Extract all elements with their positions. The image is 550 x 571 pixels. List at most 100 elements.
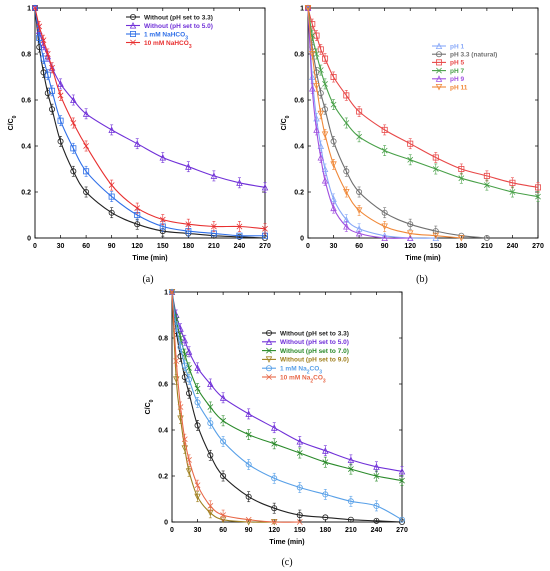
- data-point: [194, 482, 201, 489]
- data-point: [245, 493, 252, 500]
- data-point: [245, 410, 252, 417]
- data-point: [322, 81, 328, 87]
- x-tick-label: 90: [245, 527, 253, 534]
- legend-label: pH 3.3 (natural): [450, 52, 497, 59]
- data-point: [458, 175, 465, 182]
- x-tick-label: 270: [532, 243, 544, 250]
- x-tick-label: 210: [208, 243, 220, 250]
- panel-caption: (a): [142, 274, 153, 285]
- x-tick-label: 60: [82, 243, 90, 250]
- data-point: [83, 168, 90, 175]
- data-point: [49, 106, 56, 113]
- data-point: [207, 452, 214, 459]
- x-tick-label: 0: [33, 243, 37, 250]
- data-point: [432, 232, 440, 240]
- data-point: [108, 182, 115, 188]
- x-tick-label: 60: [219, 527, 227, 534]
- data-point: [381, 234, 388, 242]
- x-tick-label: 30: [330, 243, 338, 250]
- data-point: [169, 289, 175, 295]
- y-tick-label: 0.6: [158, 382, 168, 389]
- data-point: [207, 503, 214, 509]
- y-tick-label: 0.4: [21, 144, 31, 151]
- data-point: [271, 475, 278, 482]
- data-point: [44, 71, 51, 78]
- data-point: [296, 519, 303, 525]
- x-tick-label: 150: [157, 243, 169, 250]
- data-point: [108, 193, 115, 200]
- data-point: [483, 172, 490, 179]
- data-point: [40, 55, 47, 62]
- data-point: [49, 87, 56, 94]
- data-point: [133, 140, 141, 147]
- data-point: [108, 209, 115, 216]
- legend-marker: [436, 67, 442, 74]
- data-point: [271, 440, 278, 447]
- y-tick-label: 0.8: [158, 336, 168, 343]
- data-point: [32, 5, 38, 11]
- y-tick-label: 0.6: [21, 98, 31, 105]
- x-axis-label: Time (min): [269, 539, 304, 546]
- legend-marker: [266, 374, 272, 380]
- data-point: [304, 5, 312, 12]
- x-tick-label: 30: [57, 243, 65, 250]
- y-axis-label: C/C0: [8, 115, 18, 130]
- x-tick-label: 120: [404, 243, 416, 250]
- data-point: [261, 183, 269, 191]
- data-point: [177, 325, 184, 332]
- data-point: [245, 461, 252, 468]
- data-point: [347, 498, 354, 505]
- data-point: [236, 223, 243, 230]
- legend-marker: [265, 329, 272, 336]
- x-tick-label: 180: [319, 527, 331, 534]
- data-point: [185, 221, 192, 228]
- legend-label: pH 7: [450, 68, 464, 75]
- panel-caption: (c): [281, 557, 292, 568]
- data-point: [194, 422, 201, 429]
- data-point: [32, 5, 39, 11]
- y-tick-label: 1: [27, 6, 31, 13]
- data-point: [458, 234, 465, 242]
- data-point: [70, 145, 77, 152]
- series-6: [304, 5, 465, 242]
- plot-frame: [307, 7, 539, 239]
- y-tick-label: 0.2: [21, 190, 31, 197]
- legend-label: pH 1: [450, 43, 464, 50]
- data-point: [373, 463, 380, 470]
- data-point: [322, 447, 329, 454]
- data-point: [313, 83, 320, 90]
- data-point: [535, 184, 542, 191]
- data-point: [406, 230, 414, 237]
- data-point: [399, 477, 405, 484]
- x-tick-label: 0: [306, 243, 310, 250]
- data-point: [322, 106, 329, 113]
- y-tick-label: 0.4: [294, 144, 304, 151]
- data-point: [49, 64, 55, 71]
- data-point: [330, 74, 337, 81]
- data-point: [134, 221, 141, 228]
- series-2: [31, 4, 269, 193]
- data-point: [313, 32, 320, 39]
- series-4: [305, 5, 541, 202]
- data-point: [271, 505, 278, 512]
- data-point: [185, 348, 193, 355]
- plot-frame: [171, 291, 403, 523]
- data-point: [432, 234, 440, 242]
- data-point: [186, 376, 193, 383]
- data-point: [406, 234, 414, 242]
- data-point: [245, 516, 252, 523]
- data-point: [483, 234, 490, 241]
- series-3: [169, 289, 405, 486]
- x-tick-label: 150: [294, 527, 306, 534]
- data-point: [330, 138, 337, 145]
- data-point: [343, 168, 350, 175]
- x-tick-label: 90: [108, 243, 116, 250]
- data-point: [348, 466, 354, 472]
- data-point: [36, 34, 43, 41]
- data-point: [322, 55, 329, 62]
- data-point: [134, 205, 141, 211]
- data-point: [373, 473, 380, 479]
- data-point: [373, 517, 380, 524]
- x-tick-label: 180: [182, 243, 194, 250]
- data-point: [40, 37, 47, 44]
